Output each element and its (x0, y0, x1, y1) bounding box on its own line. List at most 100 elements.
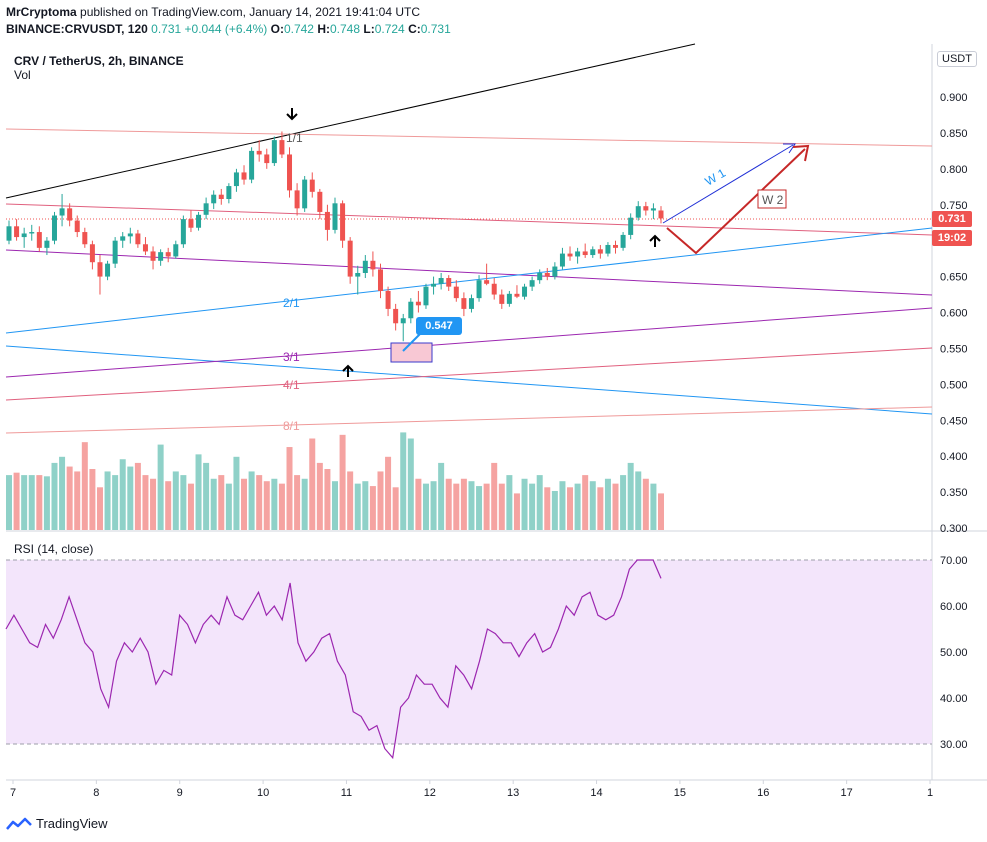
volume-bar (210, 478, 217, 530)
candle (514, 285, 520, 299)
tradingview-logo[interactable]: TradingView (6, 816, 108, 831)
volume-bar (112, 475, 119, 530)
candle (340, 200, 346, 248)
candle (271, 136, 277, 166)
volume-bar (13, 472, 20, 530)
volume-bar (134, 462, 141, 530)
low-label: L: (363, 22, 375, 36)
volume-bar (332, 481, 338, 530)
volume-bar (59, 456, 66, 530)
wave-1-label: W 1 (703, 166, 729, 189)
price-tick-label: 0.450 (940, 415, 968, 427)
candle (127, 227, 133, 244)
candle (370, 251, 376, 277)
candle (347, 237, 353, 284)
volume-bar (89, 469, 96, 530)
candle (89, 240, 95, 270)
volume-bar (339, 434, 346, 530)
candle (67, 203, 73, 227)
price-tick-label: 0.800 (940, 164, 968, 176)
fan-label-3-1: 3/1 (283, 350, 300, 364)
candle (120, 232, 126, 248)
candle (362, 255, 368, 279)
candle (97, 255, 103, 295)
volume-bar (627, 462, 634, 530)
publish-text: published on TradingView.com, January 14… (76, 5, 421, 19)
candle (537, 269, 543, 284)
candle (188, 210, 194, 233)
price-tick-label: 0.750 (940, 200, 968, 212)
candle (44, 237, 50, 256)
candle (613, 240, 619, 254)
candle (582, 243, 588, 258)
fan-label-2-1: 2/1 (283, 296, 300, 310)
candle (135, 229, 141, 248)
candle (400, 313, 406, 342)
candle (226, 183, 232, 204)
volume-legend: Vol (14, 68, 31, 82)
candle (249, 147, 255, 184)
volume-bar (369, 486, 376, 530)
black-trend-line (5, 43, 696, 199)
volume-bar (51, 462, 58, 530)
candle (377, 263, 383, 299)
volume-bar (658, 493, 664, 530)
time-tick-label: 15 (674, 787, 686, 799)
rsi-tick-label: 40.00 (940, 693, 968, 705)
volume-bar (241, 478, 248, 530)
time-tick-label: 11 (341, 787, 352, 799)
volume-bar (233, 456, 240, 530)
candle (264, 148, 270, 169)
volume-bar (150, 478, 157, 530)
volume-bar (278, 483, 285, 530)
candle (294, 183, 300, 216)
candle (415, 290, 421, 313)
low-value: 0.724 (374, 22, 405, 36)
volume-bar (309, 438, 316, 530)
fan-label-8-1: 8/1 (283, 419, 300, 433)
volume-bar (567, 487, 574, 530)
candle (484, 263, 490, 286)
volume-bar (362, 481, 369, 530)
last-price-tag: 0.731 (932, 211, 972, 227)
currency-badge[interactable]: USDT (937, 51, 977, 67)
volume-bar (104, 471, 111, 530)
low-marker-box (390, 342, 433, 363)
volume-bar (468, 481, 475, 530)
volume-bar (559, 481, 566, 530)
volume-bar (218, 475, 225, 530)
volume-bar (612, 483, 619, 530)
rsi-axis: 70.00 60.00 50.00 40.00 30.00 (940, 555, 968, 751)
candle (59, 193, 65, 227)
volume-bar (604, 478, 611, 530)
candle (51, 211, 57, 245)
volume-bar (536, 475, 543, 530)
candle (393, 303, 399, 331)
time-tick-label: 13 (507, 787, 519, 799)
volume-bar (354, 483, 361, 530)
candle (385, 286, 391, 317)
candle (74, 215, 80, 238)
volume-bar (294, 475, 301, 530)
time-tick-label: 17 (841, 787, 853, 799)
volume-bar (407, 438, 414, 530)
time-tick-label: 14 (590, 787, 602, 799)
price-axis: 0.9000.8500.8000.7500.7000.6500.6000.550… (940, 92, 968, 535)
candle (158, 249, 164, 266)
author-name[interactable]: MrCryptoma (6, 5, 77, 19)
candle (317, 188, 323, 220)
time-tick-label: 10 (257, 787, 269, 799)
volume-bar (225, 483, 232, 530)
volume-bar (650, 483, 657, 530)
volume-bar (422, 483, 429, 530)
candle (468, 294, 474, 313)
candle (658, 206, 664, 224)
rsi-tick-label: 50.00 (940, 647, 968, 659)
volume-bar (301, 478, 308, 530)
low-price-callout: 0.547 (416, 317, 462, 335)
bar-countdown-tag: 19:02 (932, 230, 972, 246)
volume-bar (476, 486, 483, 530)
time-tick-label: 16 (757, 787, 769, 799)
time-axis: 7 8 9 10 11 12 13 14 15 16 17 1 (10, 780, 933, 799)
up-arrow-icon (342, 364, 354, 377)
